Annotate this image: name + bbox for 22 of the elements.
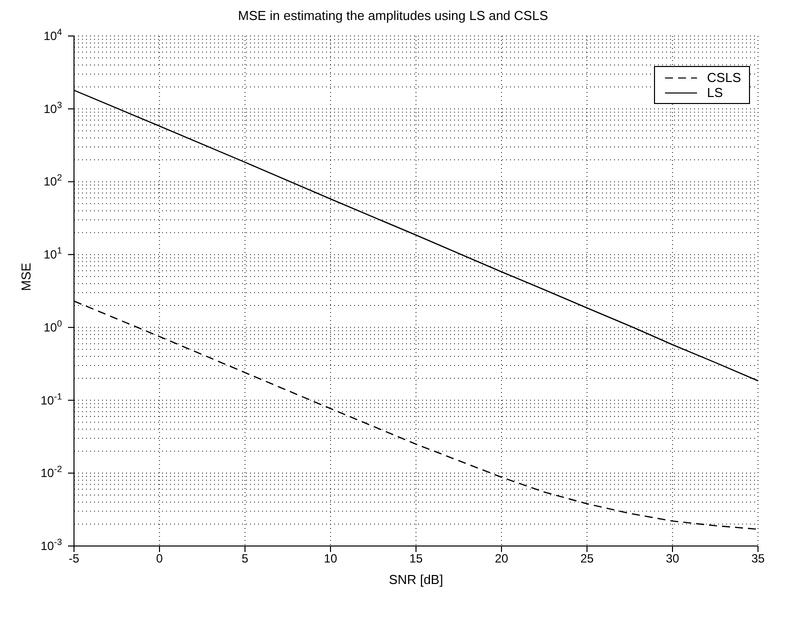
legend-label: CSLS (707, 70, 741, 85)
legend-label: LS (707, 85, 723, 100)
y-tick-label: 10$^{-3}$ (40, 537, 62, 553)
y-axis-title: MSE (18, 262, 34, 291)
x-tick-label: 20 (494, 552, 508, 566)
y-tick-label: 10$^{3}$ (44, 100, 62, 116)
y-tick-label: 10$^{1}$ (44, 246, 62, 262)
x-tick-label: 0 (156, 552, 164, 566)
y-tick-label: 10$^{2}$ (44, 172, 62, 189)
y-tick-label: 10$^{-2}$ (40, 464, 62, 480)
x-tick-label: 25 (580, 552, 594, 566)
x-tick-label: 5 (242, 552, 249, 566)
y-tick-label: 10$^{-1}$ (40, 391, 62, 408)
x-tick-label: 15 (409, 552, 423, 566)
chart-title: MSE in estimating the amplitudes using LS and CSLS (236, 8, 549, 24)
x-tick-label: 30 (666, 552, 680, 566)
y-tick-label: 10$^{0}$ (44, 318, 62, 334)
x-tick-label: 10 (324, 552, 338, 566)
x-tick-label: -5 (68, 552, 80, 566)
x-tick-label: 35 (751, 552, 765, 566)
x-axis-title: SNR [dB] (388, 572, 444, 587)
y-tick-label: 10$^{4}$ (44, 27, 62, 43)
